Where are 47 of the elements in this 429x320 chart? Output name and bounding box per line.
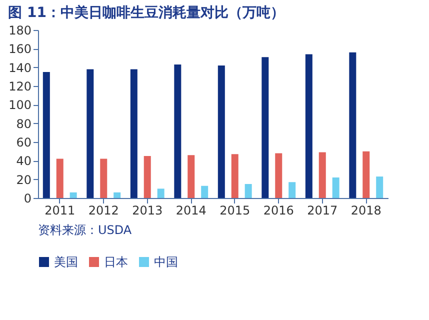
- y-tick-label: 160: [8, 42, 32, 56]
- bar: [188, 155, 195, 198]
- bar: [231, 154, 238, 198]
- legend-label: 中国: [154, 255, 178, 269]
- y-tick-label: 40: [16, 154, 32, 168]
- x-tick-label: 2017: [307, 204, 338, 218]
- chart-title: 图 11：中美日咖啡生豆消耗量对比（万吨）: [8, 4, 284, 21]
- bar: [114, 192, 121, 198]
- y-tick-label: 80: [16, 116, 32, 131]
- y-tick-label: 20: [16, 172, 32, 187]
- bar: [349, 52, 356, 198]
- x-tick-label: 2016: [263, 204, 294, 218]
- bar: [362, 151, 370, 198]
- text: 资料来源：USDA: [38, 223, 132, 237]
- bar: [305, 54, 312, 198]
- y-tick-label: 100: [8, 98, 32, 112]
- bar: [244, 184, 252, 198]
- y-tick-label: 0: [24, 192, 32, 206]
- bar: [86, 69, 94, 198]
- bar: [42, 72, 50, 198]
- x-tick-label: 2012: [88, 204, 119, 218]
- bar: [157, 188, 164, 198]
- y-tick-label: 120: [8, 80, 32, 94]
- bar: [318, 152, 326, 198]
- legend-label: 美国: [54, 255, 78, 269]
- x-tick-label: 2013: [132, 204, 163, 218]
- bar: [130, 69, 138, 198]
- bar: [275, 153, 282, 198]
- bar: [218, 65, 225, 198]
- x-tick-label: 2011: [44, 204, 76, 218]
- x-tick-label: 2014: [176, 204, 206, 218]
- bar: [376, 176, 384, 198]
- bar: [174, 64, 182, 198]
- bar: [288, 182, 296, 198]
- y-tick-label: 180: [8, 24, 32, 38]
- x-tick-label: 2018: [350, 204, 382, 218]
- bar: [332, 177, 340, 198]
- legend-label: 日本: [104, 255, 128, 269]
- bar: [262, 57, 269, 198]
- bar: [144, 156, 151, 198]
- bar: [100, 158, 108, 198]
- y-tick-label: 140: [8, 60, 32, 75]
- bar: [56, 158, 64, 198]
- bar: [70, 192, 77, 198]
- bar: [201, 186, 208, 198]
- x-tick-label: 2015: [220, 204, 250, 218]
- y-tick-label: 60: [16, 136, 32, 150]
